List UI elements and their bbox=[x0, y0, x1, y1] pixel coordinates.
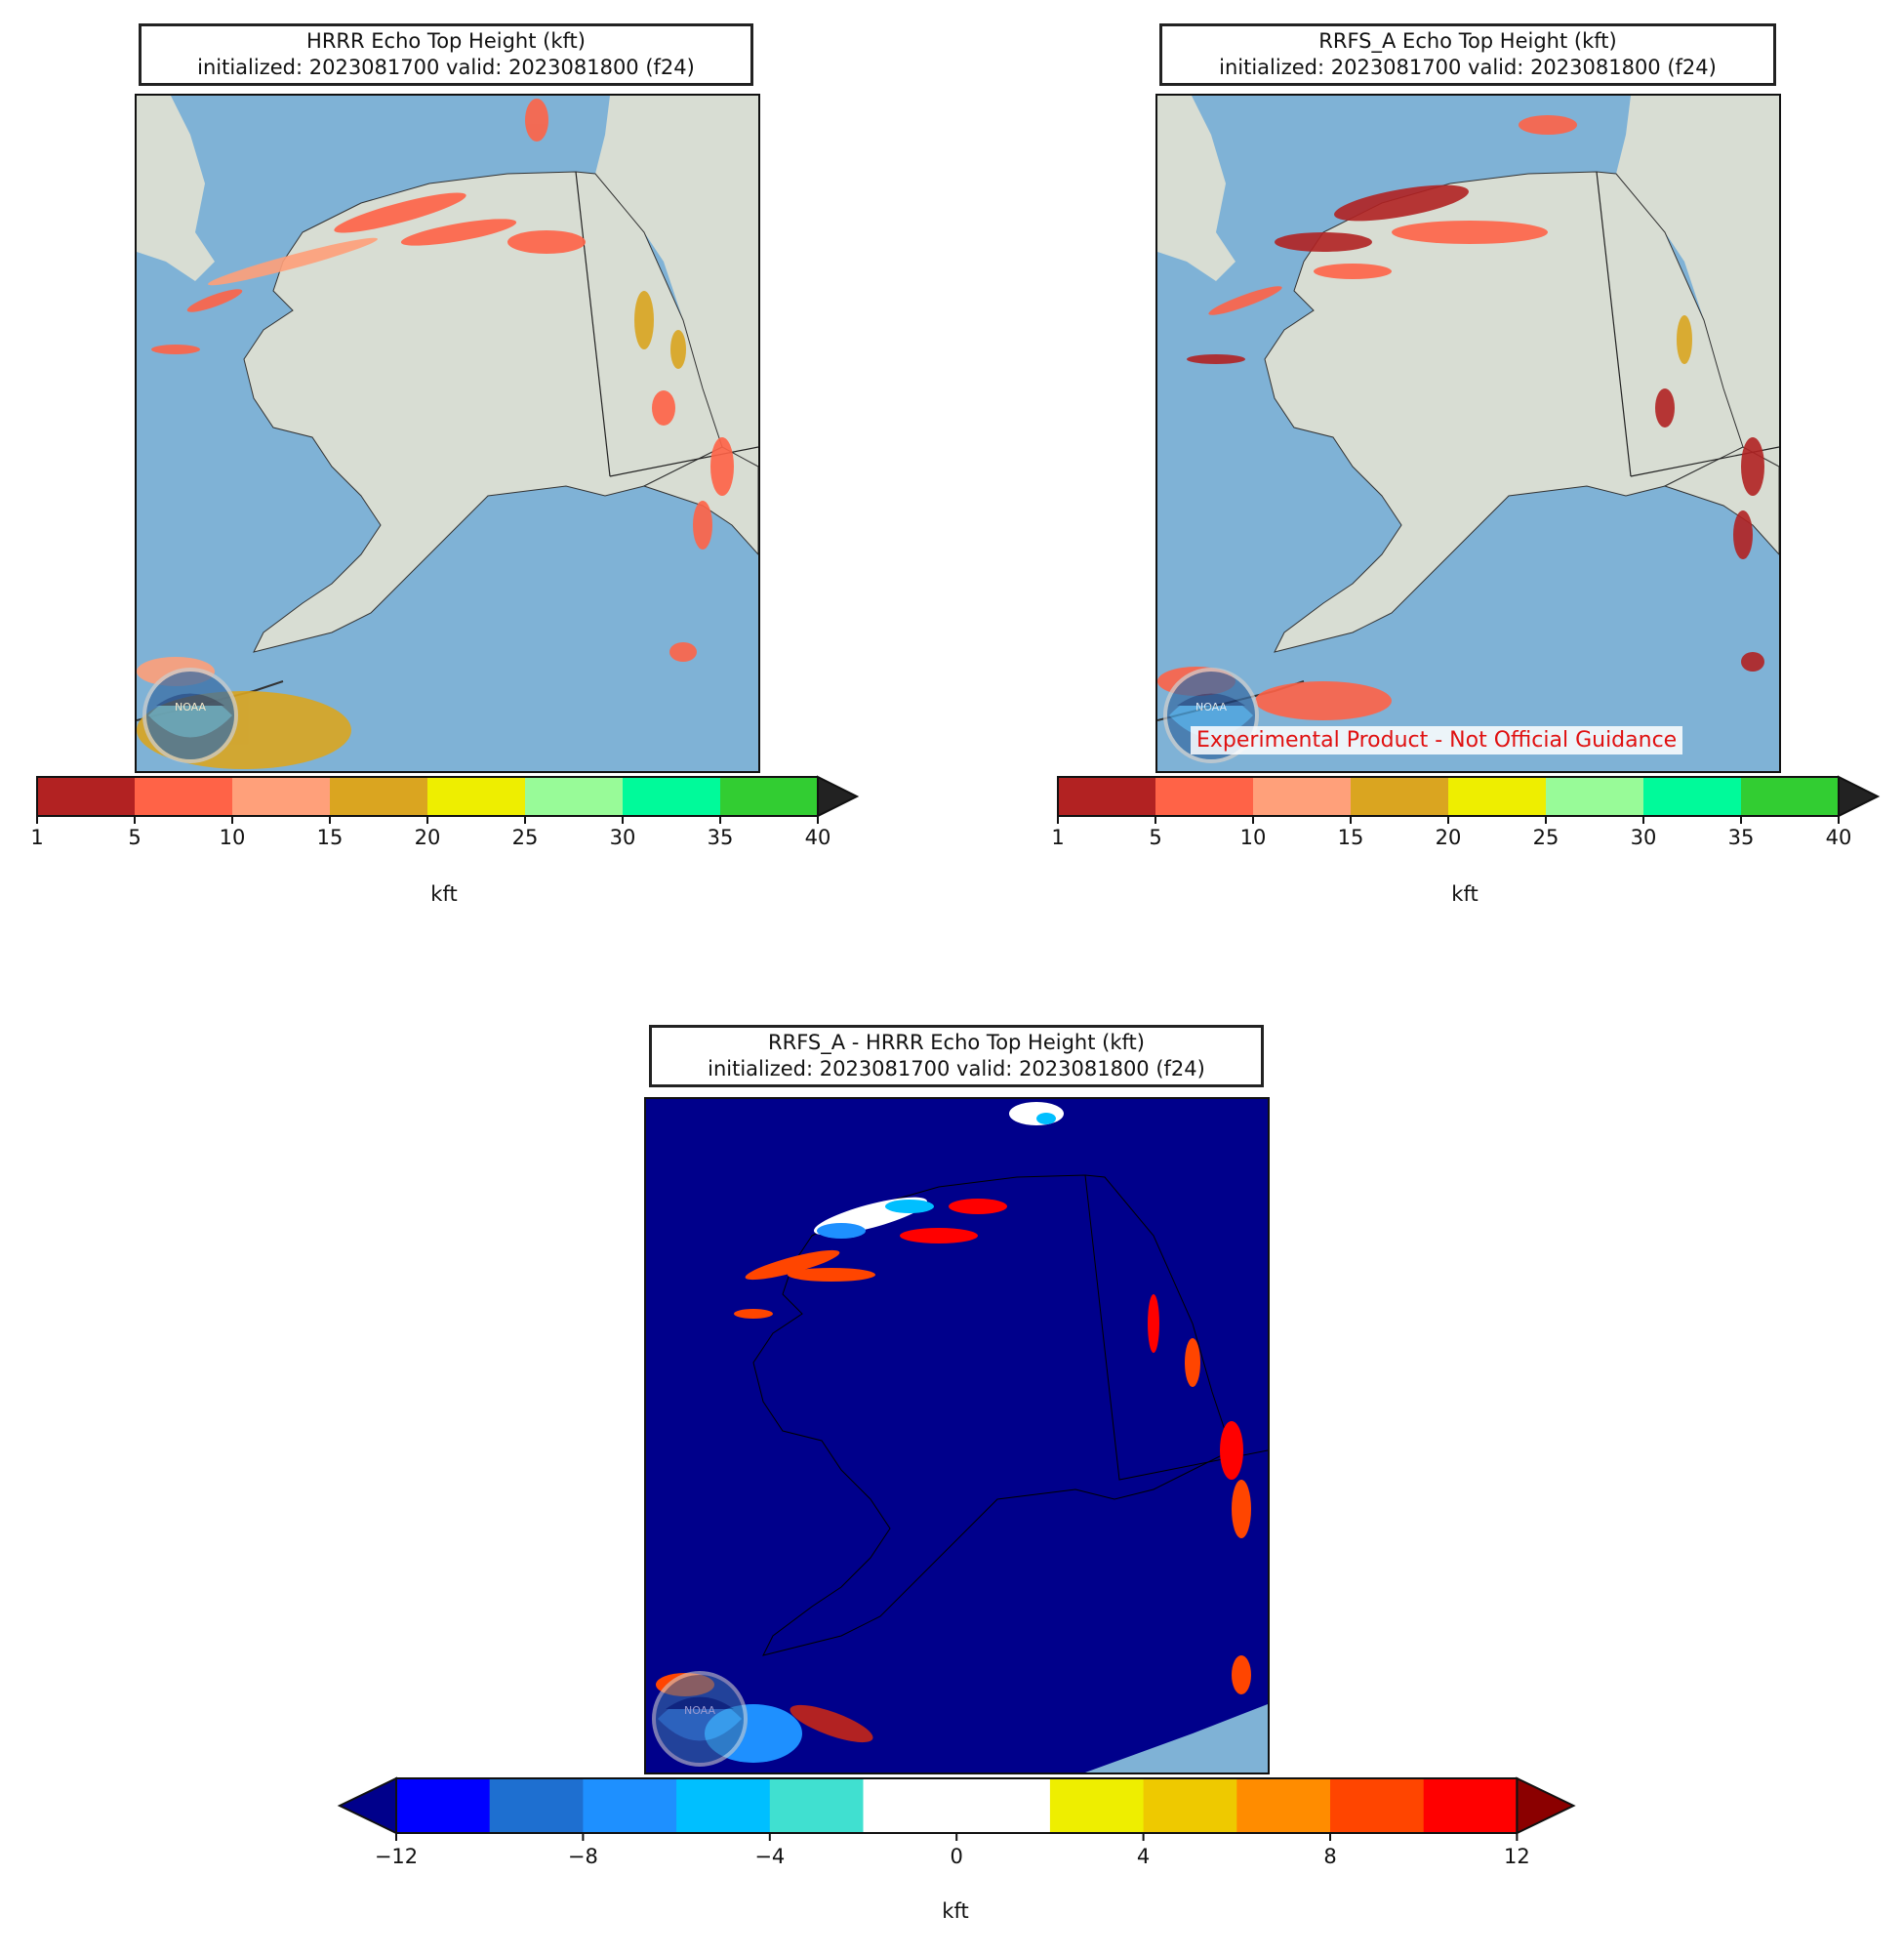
diff-colorbar-bin bbox=[1330, 1778, 1425, 1833]
svg-text:NOAA: NOAA bbox=[1195, 701, 1228, 713]
diff-map: NOAA bbox=[644, 1097, 1270, 1774]
hrrr-colorbar-tick-label: 1 bbox=[30, 826, 44, 849]
rrfs-colorbar-bin bbox=[1253, 777, 1351, 816]
hrrr-map: NOAA bbox=[135, 94, 760, 773]
rrfs-colorbar-bin bbox=[1155, 777, 1253, 816]
hrrr-colorbar-svg bbox=[36, 775, 860, 824]
hrrr-map-svg: NOAA bbox=[137, 96, 758, 771]
hrrr-title-line2: initialized: 2023081700 valid: 202308180… bbox=[197, 56, 695, 79]
rrfs-colorbar-tick-label: 30 bbox=[1630, 826, 1657, 849]
diff-colorbar-bin bbox=[863, 1778, 957, 1833]
hrrr-colorbar-bin bbox=[330, 777, 427, 816]
diff-colorbar-tick-label: 8 bbox=[1323, 1845, 1337, 1868]
rrfs-colorbar-tick-label: 20 bbox=[1435, 826, 1462, 849]
hrrr-colorbar-tick-label: 30 bbox=[609, 826, 636, 849]
rrfs-colorbar-tick-label: 5 bbox=[1149, 826, 1162, 849]
diff-colorbar-bin bbox=[1049, 1778, 1145, 1833]
rrfs-colorbar bbox=[1057, 775, 1881, 824]
rrfs-colorbar-tick-label: 10 bbox=[1239, 826, 1267, 849]
rrfs-colorbar-extend bbox=[1838, 775, 1881, 818]
hrrr-title: HRRR Echo Top Height (kft) initialized: … bbox=[139, 23, 753, 86]
hrrr-colorbar-bin bbox=[525, 777, 623, 816]
diff-colorbar-bin bbox=[676, 1778, 771, 1833]
hrrr-colorbar-unit: kft bbox=[430, 882, 458, 906]
rrfs-title: RRFS_A Echo Top Height (kft) initialized… bbox=[1159, 23, 1776, 86]
diff-colorbar-bin bbox=[1423, 1778, 1518, 1833]
rrfs-title-line2: initialized: 2023081700 valid: 202308180… bbox=[1219, 56, 1717, 79]
diff-title-line2: initialized: 2023081700 valid: 202308180… bbox=[708, 1057, 1205, 1080]
rrfs-colorbar-tick-label: 40 bbox=[1825, 826, 1852, 849]
svg-text:NOAA: NOAA bbox=[684, 1704, 716, 1717]
hrrr-colorbar-tick-label: 35 bbox=[707, 826, 734, 849]
hrrr-title-line1: HRRR Echo Top Height (kft) bbox=[306, 29, 586, 53]
diff-colorbar bbox=[337, 1776, 1576, 1841]
hrrr-colorbar-tick-label: 5 bbox=[128, 826, 142, 849]
diff-title-line1: RRFS_A - HRRR Echo Top Height (kft) bbox=[768, 1031, 1145, 1054]
rrfs-colorbar-unit: kft bbox=[1451, 882, 1479, 906]
hrrr-colorbar-bin bbox=[427, 777, 525, 816]
rrfs-colorbar-tick-label: 15 bbox=[1337, 826, 1364, 849]
diff-colorbar-svg bbox=[337, 1776, 1576, 1841]
diff-colorbar-bin bbox=[489, 1778, 584, 1833]
hrrr-colorbar bbox=[36, 775, 860, 824]
rrfs-colorbar-tick-label: 35 bbox=[1727, 826, 1755, 849]
rrfs-colorbar-tick-label: 1 bbox=[1051, 826, 1065, 849]
noaa-logo: NOAA bbox=[652, 1671, 748, 1767]
hrrr-colorbar-bin bbox=[135, 777, 232, 816]
hrrr-colorbar-tick-label: 20 bbox=[414, 826, 441, 849]
svg-text:NOAA: NOAA bbox=[175, 701, 207, 713]
rrfs-colorbar-svg bbox=[1057, 775, 1881, 824]
diff-colorbar-bin bbox=[956, 1778, 1051, 1833]
diff-colorbar-bin bbox=[1236, 1778, 1331, 1833]
hrrr-colorbar-tick-label: 40 bbox=[804, 826, 831, 849]
noaa-logo: NOAA bbox=[142, 668, 238, 763]
rrfs-map-svg: NOAA bbox=[1157, 96, 1779, 771]
hrrr-colorbar-bin bbox=[232, 777, 330, 816]
rrfs-colorbar-bin bbox=[1058, 777, 1155, 816]
hrrr-colorbar-tick-label: 25 bbox=[511, 826, 539, 849]
hrrr-colorbar-tick-label: 10 bbox=[219, 826, 246, 849]
hrrr-colorbar-tick-label: 15 bbox=[316, 826, 344, 849]
rrfs-colorbar-bin bbox=[1351, 777, 1448, 816]
rrfs-title-line1: RRFS_A Echo Top Height (kft) bbox=[1318, 29, 1617, 53]
hrrr-colorbar-bin bbox=[37, 777, 135, 816]
diff-colorbar-tick-label: −4 bbox=[754, 1845, 786, 1868]
diff-colorbar-bin bbox=[1143, 1778, 1237, 1833]
diff-title: RRFS_A - HRRR Echo Top Height (kft) init… bbox=[649, 1025, 1264, 1087]
rrfs-colorbar-tick-label: 25 bbox=[1532, 826, 1560, 849]
rrfs-colorbar-bin bbox=[1741, 777, 1839, 816]
hrrr-colorbar-extend bbox=[817, 775, 860, 818]
diff-colorbar-extend-high bbox=[1516, 1776, 1576, 1835]
diff-colorbar-tick-label: 0 bbox=[950, 1845, 963, 1868]
diff-colorbar-tick-label: 12 bbox=[1504, 1845, 1530, 1868]
diff-colorbar-extend-low bbox=[337, 1776, 397, 1835]
diff-colorbar-unit: kft bbox=[942, 1899, 969, 1923]
rrfs-colorbar-bin bbox=[1448, 777, 1546, 816]
rrfs-colorbar-bin bbox=[1643, 777, 1741, 816]
diff-colorbar-bin bbox=[583, 1778, 677, 1833]
experimental-watermark: Experimental Product - Not Official Guid… bbox=[1191, 726, 1683, 754]
diff-colorbar-bin bbox=[396, 1778, 491, 1833]
diff-colorbar-tick-label: −12 bbox=[374, 1845, 419, 1868]
diff-colorbar-tick-label: −8 bbox=[567, 1845, 598, 1868]
diff-colorbar-bin bbox=[769, 1778, 864, 1833]
hrrr-colorbar-bin bbox=[623, 777, 720, 816]
rrfs-colorbar-bin bbox=[1546, 777, 1643, 816]
hrrr-colorbar-bin bbox=[720, 777, 818, 816]
rrfs-map: NOAA Experimental Product - Not Official… bbox=[1155, 94, 1781, 773]
diff-map-svg: NOAA bbox=[646, 1099, 1268, 1773]
diff-colorbar-tick-label: 4 bbox=[1136, 1845, 1151, 1868]
